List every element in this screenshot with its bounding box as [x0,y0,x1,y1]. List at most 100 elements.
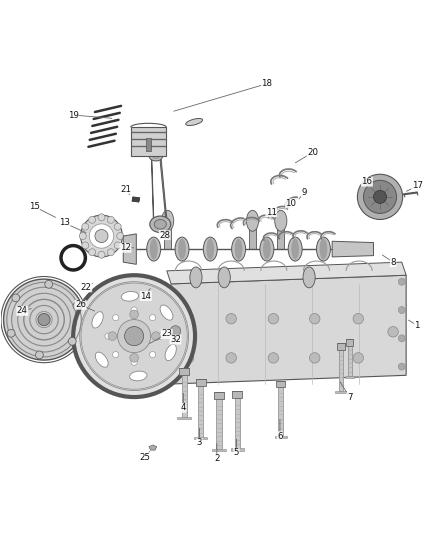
Circle shape [82,223,89,230]
Text: 18: 18 [261,79,272,88]
Ellipse shape [154,220,166,229]
Ellipse shape [152,152,160,158]
Circle shape [398,363,405,370]
Circle shape [157,333,163,339]
Ellipse shape [247,211,258,231]
Ellipse shape [92,312,103,328]
Polygon shape [277,221,284,249]
Ellipse shape [178,239,186,260]
Text: 24: 24 [17,306,28,316]
Bar [196,379,205,386]
Circle shape [107,249,114,256]
Text: 9: 9 [301,188,307,197]
Circle shape [124,327,144,346]
Text: 16: 16 [361,177,372,186]
Circle shape [310,353,320,363]
Circle shape [170,326,181,336]
Ellipse shape [175,237,189,261]
Circle shape [268,353,279,363]
Bar [182,375,187,417]
Circle shape [152,332,160,341]
Ellipse shape [303,267,315,288]
Ellipse shape [150,239,158,260]
Bar [346,339,353,346]
Ellipse shape [206,239,214,260]
Circle shape [353,353,364,363]
Ellipse shape [235,239,243,260]
Bar [194,437,208,439]
Circle shape [114,223,121,230]
Circle shape [184,353,194,363]
Circle shape [7,329,15,337]
Polygon shape [249,221,256,249]
Circle shape [12,294,20,302]
Text: 25: 25 [140,453,151,462]
Bar [345,376,354,378]
Circle shape [88,216,95,223]
Circle shape [82,242,89,249]
Bar [177,417,191,419]
Circle shape [398,306,405,313]
Circle shape [95,230,108,243]
Bar [276,381,285,387]
Ellipse shape [320,239,327,260]
Circle shape [79,232,86,239]
Bar [172,331,179,339]
Polygon shape [164,221,171,249]
Polygon shape [123,234,136,264]
Circle shape [131,307,137,313]
Text: 17: 17 [412,181,423,190]
Bar [146,138,151,151]
Text: 5: 5 [233,448,239,457]
Text: 11: 11 [266,207,277,216]
Text: 8: 8 [390,257,396,266]
Ellipse shape [150,216,171,232]
Circle shape [117,232,124,239]
Circle shape [268,313,279,324]
Circle shape [374,190,387,204]
Circle shape [226,353,237,363]
Ellipse shape [275,211,287,231]
Circle shape [81,215,122,257]
Bar [212,449,226,451]
Text: 26: 26 [75,300,86,309]
Text: 13: 13 [59,219,70,228]
Ellipse shape [190,267,202,288]
Ellipse shape [130,371,147,381]
Ellipse shape [149,150,163,161]
Circle shape [364,180,396,213]
Ellipse shape [160,305,173,320]
Bar [131,127,166,156]
Text: 2: 2 [214,454,219,463]
Text: 7: 7 [347,393,352,401]
Bar [348,346,352,376]
Ellipse shape [317,237,330,261]
Circle shape [388,327,398,337]
Circle shape [107,216,114,223]
Circle shape [108,332,117,341]
Polygon shape [149,445,157,450]
Polygon shape [171,275,406,384]
Ellipse shape [95,352,108,367]
Circle shape [353,313,364,324]
Ellipse shape [232,237,246,261]
Circle shape [130,353,138,362]
Ellipse shape [186,118,203,126]
Bar [279,387,283,436]
Text: 10: 10 [285,199,297,208]
Text: 32: 32 [170,335,181,344]
Ellipse shape [147,237,161,261]
Bar [233,391,242,398]
Text: 6: 6 [277,432,283,441]
Text: 22: 22 [81,283,92,292]
Ellipse shape [203,237,217,261]
Bar [275,436,287,439]
Polygon shape [132,197,140,202]
Circle shape [98,251,105,258]
Circle shape [35,351,43,359]
Circle shape [105,333,111,339]
Circle shape [73,275,195,397]
Ellipse shape [121,292,138,301]
Circle shape [398,335,405,342]
Ellipse shape [260,237,274,261]
